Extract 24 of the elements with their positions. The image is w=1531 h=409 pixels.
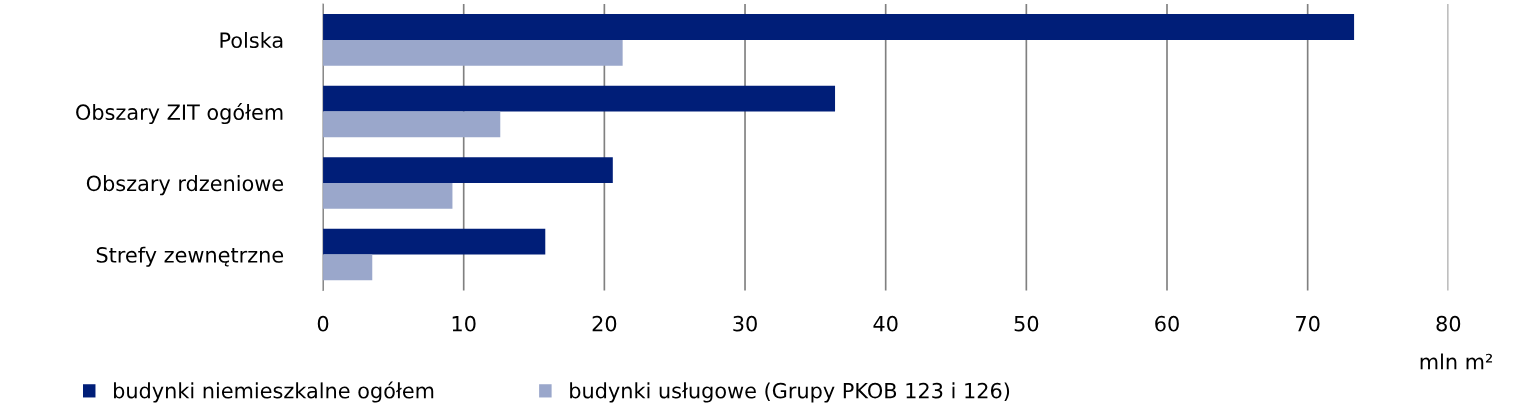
- y-tick-label: Obszary ZIT ogółem: [76, 103, 283, 125]
- bar: [323, 14, 1355, 40]
- x-tick-label: 30: [733, 315, 757, 332]
- legend-label: budynki usługowe (Grupy PKOB 123 i 126): [570, 382, 1010, 403]
- bar: [323, 85, 836, 112]
- bar: [323, 228, 546, 255]
- x-axis-title: mln m²: [1420, 353, 1493, 370]
- y-tick-label: Polska: [220, 31, 283, 49]
- x-tick-label: 40: [873, 315, 898, 332]
- bar: [323, 183, 453, 209]
- x-tick-label: 0: [317, 315, 329, 332]
- x-tick-label: 80: [1436, 315, 1461, 332]
- x-tick-label: 50: [1014, 315, 1039, 332]
- bar: [323, 111, 501, 138]
- x-tick-label: 70: [1296, 315, 1320, 332]
- bar: [323, 254, 373, 281]
- x-tick-label: 60: [1155, 315, 1179, 332]
- legend-label: budynki niemieszkalne ogółem: [114, 381, 434, 403]
- y-tick-label: Strefy zewnętrzne: [96, 246, 284, 267]
- y-tick-label: Obszary rdzeniowe: [86, 175, 284, 196]
- x-tick-label: 10: [452, 315, 476, 332]
- bar: [323, 39, 623, 66]
- bar: [323, 157, 613, 184]
- x-tick-label: 20: [592, 315, 617, 332]
